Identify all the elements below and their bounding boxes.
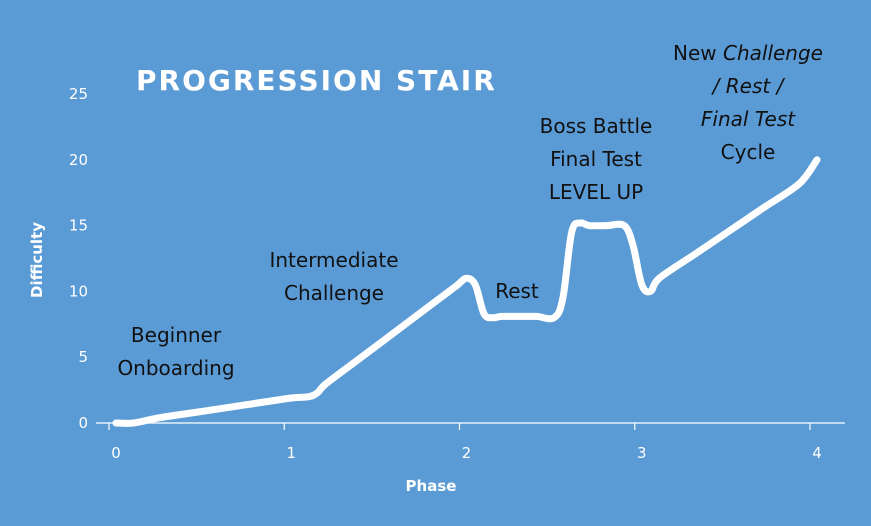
annotation-rest: Rest [486,275,548,308]
x-tick-labels: 0 1 2 3 4 [111,444,822,462]
y-tick-label: 15 [69,217,88,235]
annotation-word: New [673,41,723,65]
chart-title: PROGRESSION STAIR [136,64,497,97]
y-tick-labels: 0 5 10 15 20 25 [69,85,88,432]
annotation-boss-battle: Boss Battle Final Test LEVEL UP [526,110,666,209]
series-line [112,156,821,427]
annotation-line: Onboarding [117,356,235,380]
annotation-new-cycle: New Challenge / Rest / Final Test Cycle [656,37,840,169]
annotation-beginner: Beginner Onboarding [110,319,242,385]
annotation-line: Challenge [284,281,384,305]
x-tick-label: 3 [637,444,647,462]
y-tick-label: 0 [78,414,88,432]
x-tick-label: 2 [462,444,472,462]
annotation-line: Rest [495,279,539,303]
x-axis-title: Phase [406,477,457,495]
x-tick-label: 1 [286,444,296,462]
annotation-line: Final Test [700,107,796,131]
y-axis-title: Difficulty [28,222,46,298]
y-tick-label: 10 [69,282,88,300]
x-tick-marks [108,423,811,430]
x-tick-label: 0 [111,444,121,462]
y-tick-label: 25 [69,85,88,103]
x-tick-label: 4 [812,444,822,462]
annotation-line: / Rest / [712,74,784,98]
annotation-line: Intermediate [269,248,399,272]
y-tick-label: 20 [69,151,88,169]
annotation-line: New Challenge [656,37,840,70]
annotation-line: Cycle [720,140,776,164]
annotation-line: Boss Battle [539,114,653,138]
annotation-word: Challenge [722,41,823,65]
annotation-intermediate: Intermediate Challenge [258,244,410,310]
annotation-line: LEVEL UP [548,180,644,204]
annotation-line: Beginner [130,323,222,347]
annotation-line: Final Test [550,147,642,171]
y-tick-label: 5 [78,348,88,366]
